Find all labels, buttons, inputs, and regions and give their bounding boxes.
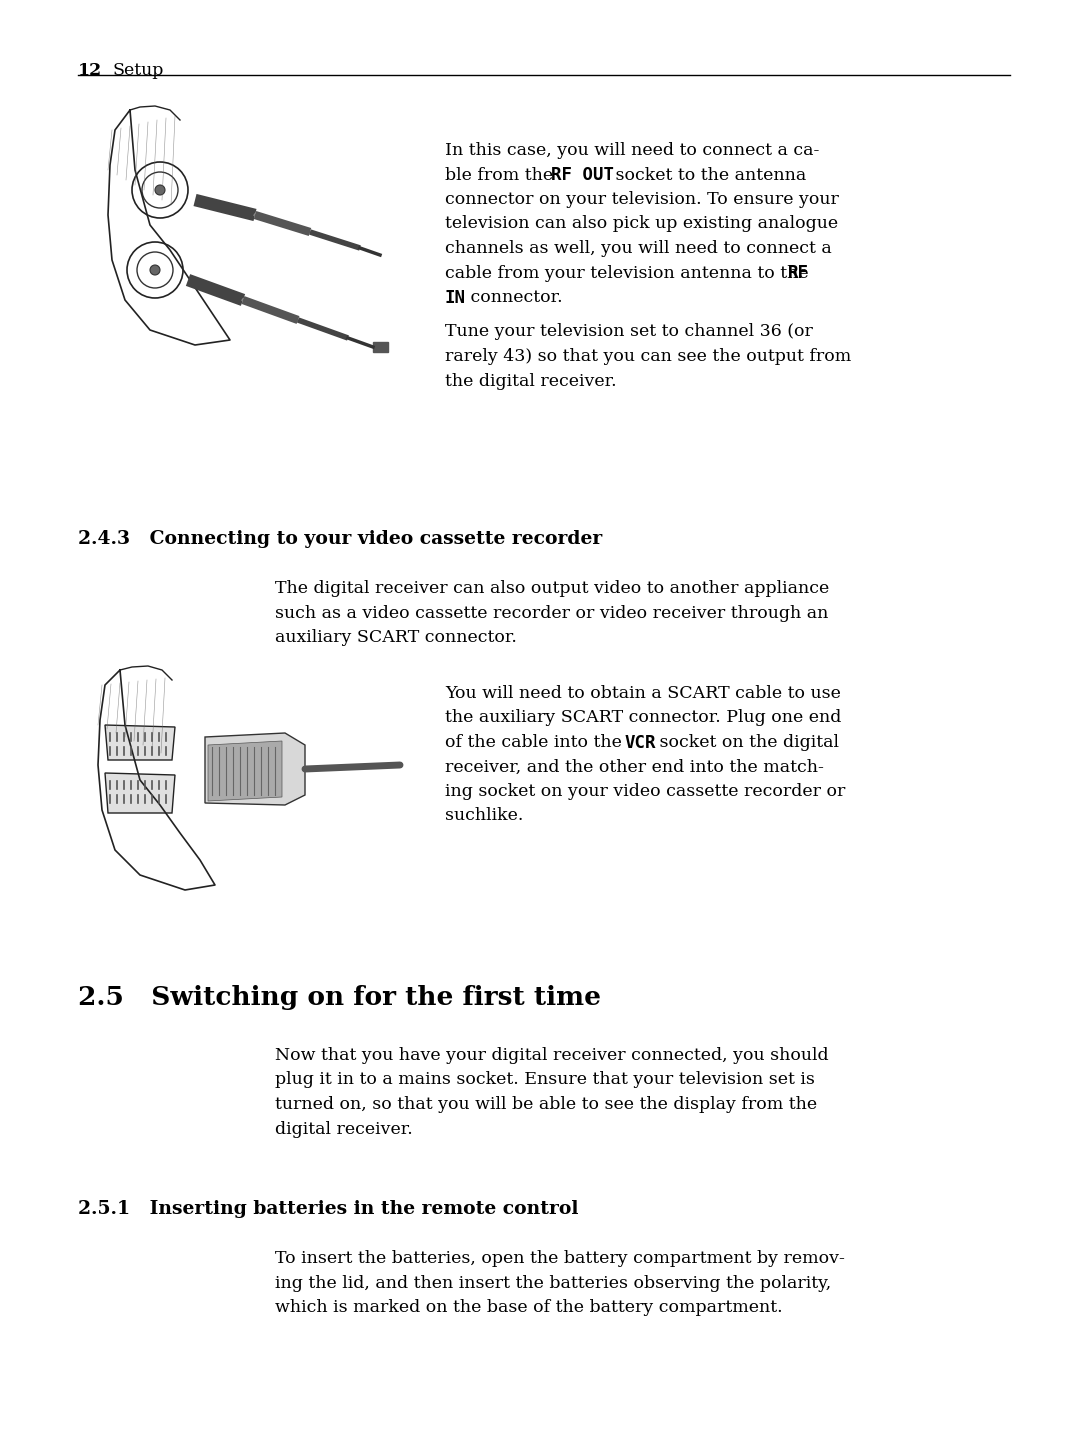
Text: which is marked on the base of the battery compartment.: which is marked on the base of the batte… [275,1299,783,1317]
Text: ing the lid, and then insert the batteries observing the polarity,: ing the lid, and then insert the batteri… [275,1275,832,1291]
Text: plug it in to a mains socket. Ensure that your television set is: plug it in to a mains socket. Ensure tha… [275,1072,815,1088]
Text: socket on the digital: socket on the digital [654,734,839,751]
Text: VCR: VCR [624,734,657,753]
Text: You will need to obtain a SCART cable to use: You will need to obtain a SCART cable to… [445,685,841,702]
Text: ble from the: ble from the [445,167,558,184]
Text: connector on your television. To ensure your: connector on your television. To ensure … [445,191,839,209]
Text: The digital receiver can also output video to another appliance: The digital receiver can also output vid… [275,580,829,597]
Text: digital receiver.: digital receiver. [275,1121,413,1137]
Text: the digital receiver.: the digital receiver. [445,373,617,390]
Polygon shape [105,773,175,813]
Text: television can also pick up existing analogue: television can also pick up existing ana… [445,216,838,233]
Text: 2.5   Switching on for the first time: 2.5 Switching on for the first time [78,986,600,1010]
Text: auxiliary SCART connector.: auxiliary SCART connector. [275,629,517,646]
Text: such as a video cassette recorder or video receiver through an: such as a video cassette recorder or vid… [275,604,828,622]
Text: RF OUT: RF OUT [551,167,615,184]
Text: ing socket on your video cassette recorder or: ing socket on your video cassette record… [445,783,846,800]
Text: connector.: connector. [464,289,563,307]
Text: 2.4.3   Connecting to your video cassette recorder: 2.4.3 Connecting to your video cassette … [78,530,603,548]
Text: rarely 43) so that you can see the output from: rarely 43) so that you can see the outpu… [445,348,851,366]
Text: Tune your television set to channel 36 (or: Tune your television set to channel 36 (… [445,324,813,341]
Text: 12: 12 [78,62,103,79]
Polygon shape [205,732,305,804]
Text: suchlike.: suchlike. [445,807,524,825]
Text: IN: IN [445,289,465,307]
Text: of the cable into the: of the cable into the [445,734,627,751]
Circle shape [150,265,160,275]
Polygon shape [373,342,388,353]
Polygon shape [208,741,282,802]
Text: channels as well, you will need to connect a: channels as well, you will need to conne… [445,240,832,258]
Polygon shape [105,725,175,760]
Circle shape [156,186,165,196]
Text: the auxiliary SCART connector. Plug one end: the auxiliary SCART connector. Plug one … [445,709,841,727]
Text: To insert the batteries, open the battery compartment by remov-: To insert the batteries, open the batter… [275,1250,845,1266]
Text: turned on, so that you will be able to see the display from the: turned on, so that you will be able to s… [275,1097,818,1112]
Text: 2.5.1   Inserting batteries in the remote control: 2.5.1 Inserting batteries in the remote … [78,1200,579,1217]
Text: cable from your television antenna to the: cable from your television antenna to th… [445,265,814,282]
Text: socket to the antenna: socket to the antenna [610,167,807,184]
Text: receiver, and the other end into the match-: receiver, and the other end into the mat… [445,758,824,776]
Text: RF: RF [788,265,809,282]
Text: Now that you have your digital receiver connected, you should: Now that you have your digital receiver … [275,1048,828,1063]
Text: Setup: Setup [113,62,164,79]
Text: In this case, you will need to connect a ca-: In this case, you will need to connect a… [445,142,820,158]
